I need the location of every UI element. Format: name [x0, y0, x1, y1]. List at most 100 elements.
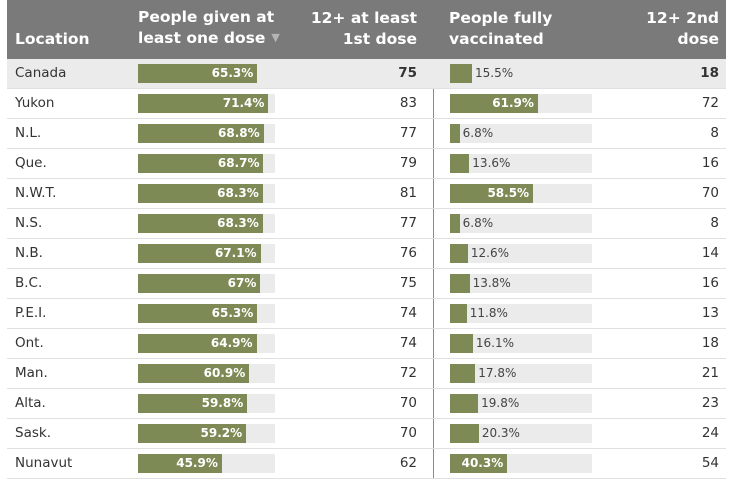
location-cell: P.E.I. [15, 305, 47, 321]
dose1-bar-fill [138, 274, 261, 293]
table-row: P.E.I. 65.3% 74 11.8% 13 [7, 299, 726, 329]
column-header-age1-line2: 1st dose [342, 30, 417, 48]
vaccination-table: Location People given at least one dose ▼… [7, 0, 726, 479]
full-bar-label: 40.3% [461, 456, 504, 470]
age12-second-dose-value: 72 [701, 95, 719, 111]
full-bar-track: 58.5% [450, 184, 592, 203]
full-bar-fill [450, 424, 479, 443]
column-header-fully-vaccinated[interactable]: People fully vaccinated [449, 0, 599, 59]
full-bar-track: 20.3% [450, 424, 592, 443]
full-bar-label: 17.8% [478, 366, 517, 380]
column-header-full-line1: People fully [449, 9, 553, 27]
column-header-12plus-second-dose[interactable]: 12+ 2nd dose [619, 0, 719, 59]
location-cell: Alta. [15, 395, 46, 411]
dose1-bar-fill [138, 424, 247, 443]
table-row: N.L. 68.8% 77 6.8% 8 [7, 119, 726, 149]
full-bar-label: 58.5% [487, 186, 530, 200]
full-bar-track: 15.5% [450, 64, 592, 83]
dose1-bar-label: 59.2% [200, 426, 243, 440]
table-row: Man. 60.9% 72 17.8% 21 [7, 359, 726, 389]
age12-second-dose-value: 16 [701, 155, 719, 171]
column-header-age1-line1: 12+ at least [310, 9, 417, 27]
dose1-bar-track: 65.3% [138, 64, 275, 83]
age12-first-dose-value: 83 [399, 95, 417, 111]
full-bar-track: 6.8% [450, 124, 592, 143]
full-bar-track: 17.8% [450, 364, 592, 383]
full-bar-track: 61.9% [450, 94, 592, 113]
age12-first-dose-value: 75 [398, 65, 417, 81]
dose1-bar-fill [138, 124, 264, 143]
table-row: Yukon 71.4% 83 61.9% 72 [7, 89, 726, 119]
dose1-bar-label: 67% [227, 276, 257, 290]
age12-second-dose-value: 54 [701, 455, 719, 471]
age12-second-dose-value: 18 [701, 335, 719, 351]
column-header-age2-line2: dose [677, 30, 719, 48]
dose1-bar-label: 59.8% [201, 396, 244, 410]
dose1-bar-fill [138, 334, 257, 353]
column-header-at-least-one-dose[interactable]: People given at least one dose ▼ [138, 0, 288, 59]
full-bar-label: 6.8% [462, 126, 494, 140]
dose1-bar-track: 67% [138, 274, 275, 293]
dose1-bar-track: 60.9% [138, 364, 275, 383]
age12-first-dose-value: 77 [399, 215, 417, 231]
full-bar-track: 12.6% [450, 244, 592, 263]
location-cell: N.S. [15, 215, 43, 231]
dose1-bar-label: 68.3% [217, 216, 259, 230]
dose1-bar-label: 65.3% [211, 306, 254, 320]
dose1-bar-label: 60.9% [203, 366, 246, 380]
full-bar-label: 19.8% [481, 396, 520, 410]
age12-second-dose-value: 24 [701, 425, 719, 441]
full-bar-fill [450, 334, 473, 353]
dose1-bar-track: 65.3% [138, 304, 275, 323]
table-row: N.W.T. 68.3% 81 58.5% 70 [7, 179, 726, 209]
full-bar-fill [450, 214, 460, 233]
full-bar-track: 13.8% [450, 274, 592, 293]
dose1-bar-track: 67.1% [138, 244, 275, 263]
location-cell: N.L. [15, 125, 42, 141]
location-cell: Nunavut [15, 455, 73, 471]
table-row: Alta. 59.8% 70 19.8% 23 [7, 389, 726, 419]
dose1-bar-fill [138, 394, 248, 413]
age12-second-dose-value: 16 [701, 275, 719, 291]
sort-descending-icon[interactable]: ▼ [271, 31, 280, 44]
age12-first-dose-value: 74 [399, 305, 417, 321]
dose1-bar-fill [138, 64, 258, 83]
column-header-dose1-line1: People given at [138, 8, 275, 26]
age12-first-dose-value: 70 [399, 395, 417, 411]
location-cell: Man. [15, 365, 48, 381]
dose1-bar-fill [138, 184, 263, 203]
full-bar-label: 61.9% [492, 96, 534, 110]
location-cell: Que. [15, 155, 47, 171]
dose1-bar-fill [138, 304, 258, 323]
full-bar-label: 13.6% [472, 156, 511, 170]
column-header-12plus-first-dose[interactable]: 12+ at least 1st dose [307, 0, 417, 59]
dose1-bar-label: 67.1% [214, 246, 257, 260]
full-bar-track: 11.8% [450, 304, 592, 323]
column-header-location[interactable]: Location [15, 0, 90, 59]
column-header-location-label: Location [15, 30, 90, 48]
age12-second-dose-value: 23 [701, 395, 719, 411]
full-bar-label: 15.5% [475, 66, 514, 80]
full-bar-label: 13.8% [472, 276, 511, 290]
dose1-bar-fill [138, 364, 250, 383]
location-cell: B.C. [15, 275, 43, 291]
dose1-bar-label: 68.3% [217, 186, 259, 200]
dose1-bar-track: 68.3% [138, 184, 275, 203]
dose1-bar-track: 68.3% [138, 214, 275, 233]
table-header: Location People given at least one dose ▼… [7, 0, 726, 59]
full-bar-fill [450, 274, 470, 293]
dose1-bar-track: 64.9% [138, 334, 275, 353]
age12-second-dose-value: 18 [700, 65, 719, 81]
full-bar-fill [450, 244, 468, 263]
age12-second-dose-value: 70 [701, 185, 719, 201]
age12-first-dose-value: 79 [399, 155, 417, 171]
location-cell: N.W.T. [15, 185, 57, 201]
age12-first-dose-value: 72 [399, 365, 417, 381]
column-header-full-line2: vaccinated [449, 30, 544, 48]
full-bar-label: 20.3% [481, 426, 520, 440]
dose1-bar-track: 45.9% [138, 454, 275, 473]
dose1-bar-fill [138, 244, 261, 263]
age12-first-dose-value: 74 [399, 335, 417, 351]
full-bar-track: 40.3% [450, 454, 592, 473]
location-cell: N.B. [15, 245, 43, 261]
